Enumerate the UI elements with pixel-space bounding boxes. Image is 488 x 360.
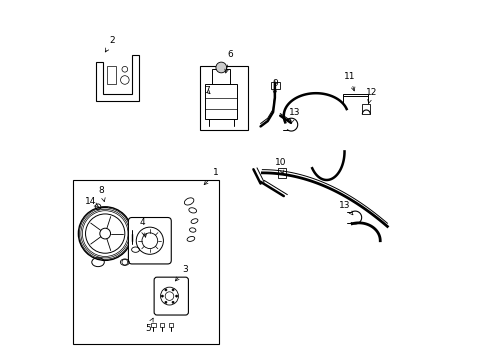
Bar xyxy=(362,104,369,114)
Bar xyxy=(169,323,173,327)
Text: 6: 6 xyxy=(224,50,233,73)
Bar xyxy=(278,168,285,178)
Circle shape xyxy=(175,295,177,297)
Bar xyxy=(200,66,247,130)
Text: 7: 7 xyxy=(203,86,209,95)
Text: 14: 14 xyxy=(84,197,99,207)
Text: 9: 9 xyxy=(271,79,277,94)
FancyBboxPatch shape xyxy=(154,277,188,315)
Circle shape xyxy=(172,301,174,303)
Bar xyxy=(73,180,219,344)
Text: 3: 3 xyxy=(175,265,188,281)
Bar xyxy=(270,82,279,89)
Bar xyxy=(205,84,237,119)
Circle shape xyxy=(164,301,166,303)
Bar xyxy=(212,69,230,84)
Text: 13: 13 xyxy=(338,201,352,215)
Text: 5: 5 xyxy=(145,318,153,333)
FancyBboxPatch shape xyxy=(128,217,171,264)
Circle shape xyxy=(164,289,166,291)
Circle shape xyxy=(161,295,163,297)
Bar xyxy=(160,323,164,327)
Bar xyxy=(342,94,367,96)
Text: 13: 13 xyxy=(288,108,300,123)
Text: 8: 8 xyxy=(99,186,105,202)
Text: 1: 1 xyxy=(203,168,218,185)
Text: 2: 2 xyxy=(105,36,115,52)
Text: 10: 10 xyxy=(274,158,285,174)
Text: 12: 12 xyxy=(365,88,376,103)
Bar xyxy=(107,66,116,84)
Bar xyxy=(151,323,155,327)
Circle shape xyxy=(172,289,174,291)
Text: 4: 4 xyxy=(140,219,146,237)
Text: 11: 11 xyxy=(344,72,355,91)
Circle shape xyxy=(216,62,226,73)
